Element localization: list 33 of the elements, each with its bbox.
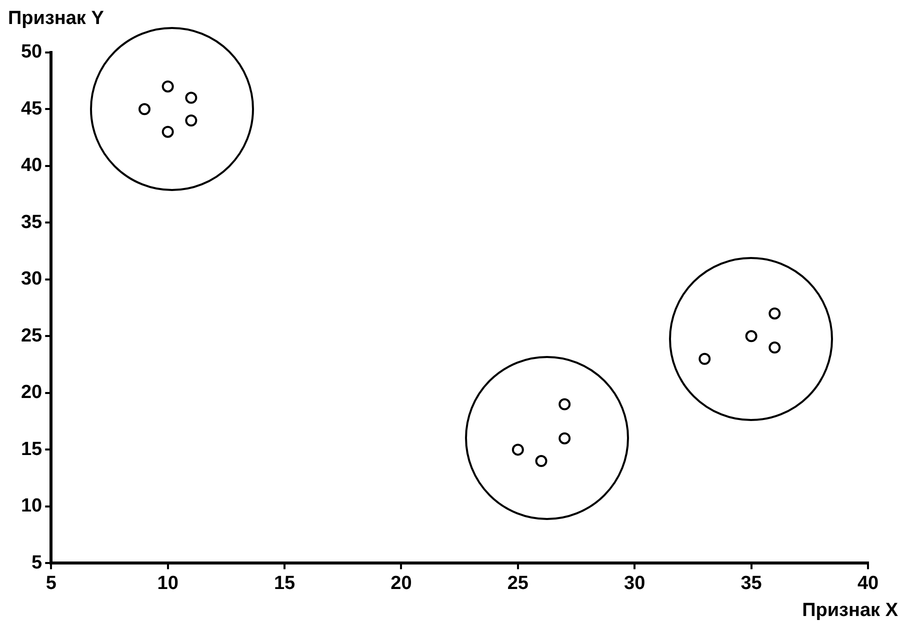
y-tick-label: 30: [20, 268, 42, 290]
point: [768, 307, 781, 320]
point: [768, 342, 781, 354]
y-tick-label: 25: [20, 325, 43, 346]
y-tick-label: 40: [20, 155, 42, 176]
point: [745, 330, 758, 342]
point: [162, 126, 174, 138]
point: [162, 80, 174, 92]
x-axis-title: Признак X: [802, 600, 898, 622]
point: [138, 103, 150, 116]
point: [698, 352, 711, 365]
y-axis-title: Признак Y: [8, 8, 104, 30]
x-tick-label: 40: [857, 572, 879, 594]
y-tick-label: 15: [20, 438, 43, 460]
y-tick-label: 20: [20, 382, 42, 404]
point: [535, 455, 548, 468]
x-tick-label: 20: [390, 572, 412, 594]
x-tick-label: 25: [507, 572, 529, 594]
x-tick-label: 10: [157, 572, 178, 594]
point: [185, 114, 198, 127]
x-tick-label: 35: [740, 572, 762, 594]
y-tick-label: 50: [20, 42, 42, 63]
x-tick-label: 5: [46, 572, 57, 594]
y-tick-label: 45: [20, 98, 43, 120]
x-tick-label: 30: [624, 572, 646, 594]
point: [512, 444, 524, 456]
x-tick-label: 15: [274, 572, 296, 594]
y-tick-label: 5: [32, 552, 43, 574]
y-tick-label: 10: [20, 496, 42, 517]
point: [185, 92, 198, 104]
y-tick-label: 35: [20, 212, 43, 233]
point: [558, 398, 571, 410]
point: [558, 432, 571, 444]
